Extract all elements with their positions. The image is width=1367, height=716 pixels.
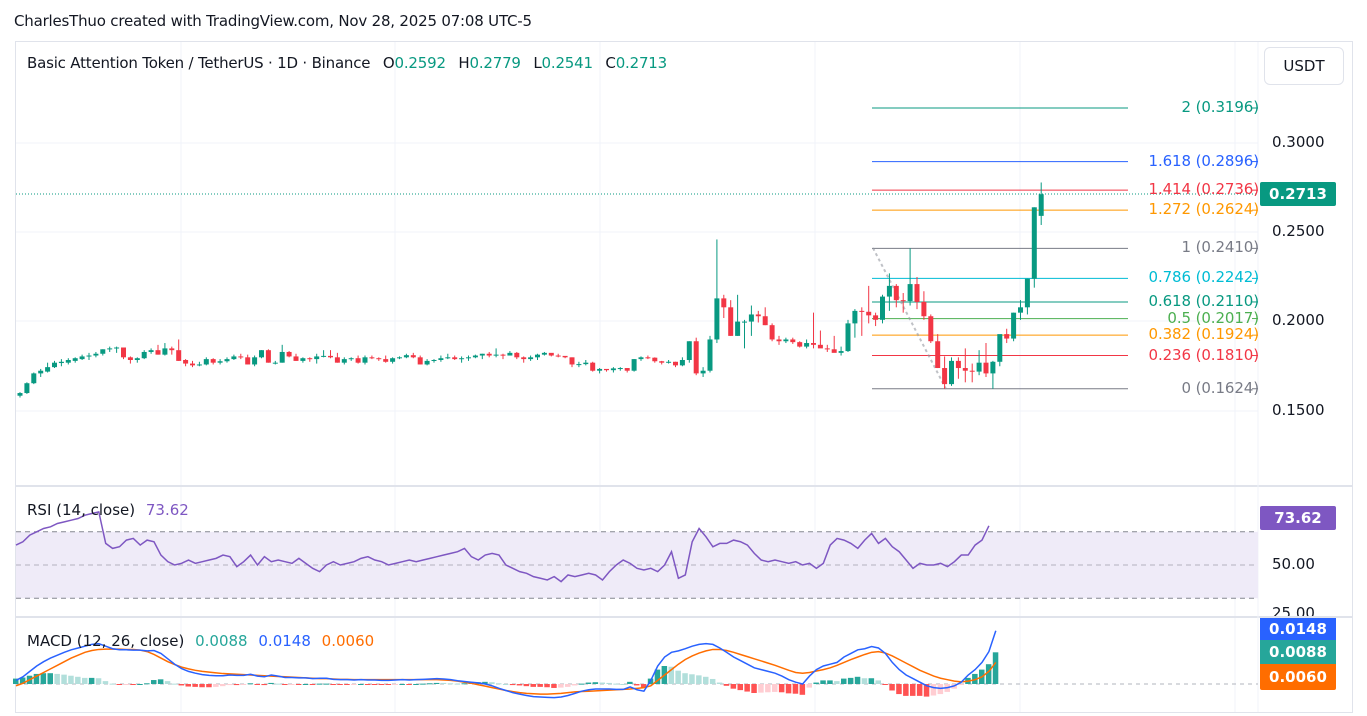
rsi-label[interactable]: RSI (14, close) bbox=[27, 501, 136, 519]
open-value: 0.2592 bbox=[394, 54, 446, 72]
price-axis-label: 0.2500 bbox=[1272, 222, 1325, 240]
high-value: 0.2779 bbox=[469, 54, 521, 72]
macd-histogram-tag: 0.0088 bbox=[1260, 640, 1336, 664]
fib-level-label: 2 (0.3196) bbox=[1181, 97, 1259, 116]
fib-level-label: 1.414 (0.2736) bbox=[1148, 180, 1260, 199]
fib-level-label: 0 (0.1624) bbox=[1181, 378, 1259, 397]
fib-level-label: 1.618 (0.2896) bbox=[1148, 151, 1260, 170]
fib-level-label: 0.382 (0.1924) bbox=[1148, 325, 1260, 344]
currency-button[interactable]: USDT bbox=[1264, 47, 1344, 85]
chart-frame bbox=[15, 41, 1353, 713]
rsi-value-tag: 73.62 bbox=[1260, 506, 1336, 530]
macd-line-tag: 0.0148 bbox=[1260, 618, 1336, 640]
close-value: 0.2713 bbox=[615, 54, 667, 72]
rsi-axis-label: 50.00 bbox=[1272, 555, 1315, 573]
macd-legend: MACD (12, 26, close) 0.0088 0.0148 0.006… bbox=[27, 632, 380, 650]
rsi-legend: RSI (14, close) 73.62 bbox=[27, 501, 195, 519]
macd-histogram-value: 0.0088 bbox=[195, 632, 248, 650]
symbol-legend: Basic Attention Token / TetherUS · 1D · … bbox=[27, 54, 667, 72]
low-value: 0.2541 bbox=[541, 54, 593, 72]
symbol-title[interactable]: Basic Attention Token / TetherUS · 1D · … bbox=[27, 54, 371, 72]
fib-level-label: 0.786 (0.2242) bbox=[1148, 268, 1260, 287]
macd-label[interactable]: MACD (12, 26, close) bbox=[27, 632, 185, 650]
chart-credit: CharlesThuo created with TradingView.com… bbox=[14, 12, 532, 30]
rsi-axis-label: 25.00 bbox=[1272, 604, 1315, 616]
fib-level-label: 0.5 (0.2017) bbox=[1167, 308, 1259, 327]
price-axis-label: 0.2000 bbox=[1272, 311, 1325, 329]
fib-level-label: 0.618 (0.2110) bbox=[1148, 291, 1260, 310]
price-axis-label: 0.1500 bbox=[1272, 401, 1325, 419]
rsi-value: 73.62 bbox=[145, 501, 189, 519]
fib-level-label: 0.236 (0.1810) bbox=[1148, 345, 1260, 364]
macd-line-value: 0.0148 bbox=[258, 632, 311, 650]
macd-signal-value: 0.0060 bbox=[321, 632, 375, 650]
macd-signal-tag: 0.0060 bbox=[1260, 664, 1336, 690]
fib-level-label: 1.272 (0.2624) bbox=[1148, 200, 1260, 219]
price-axis-label: 0.3000 bbox=[1272, 133, 1325, 151]
current-price-tag: 0.2713 bbox=[1260, 182, 1336, 206]
fib-level-label: 1 (0.2410) bbox=[1181, 238, 1259, 257]
